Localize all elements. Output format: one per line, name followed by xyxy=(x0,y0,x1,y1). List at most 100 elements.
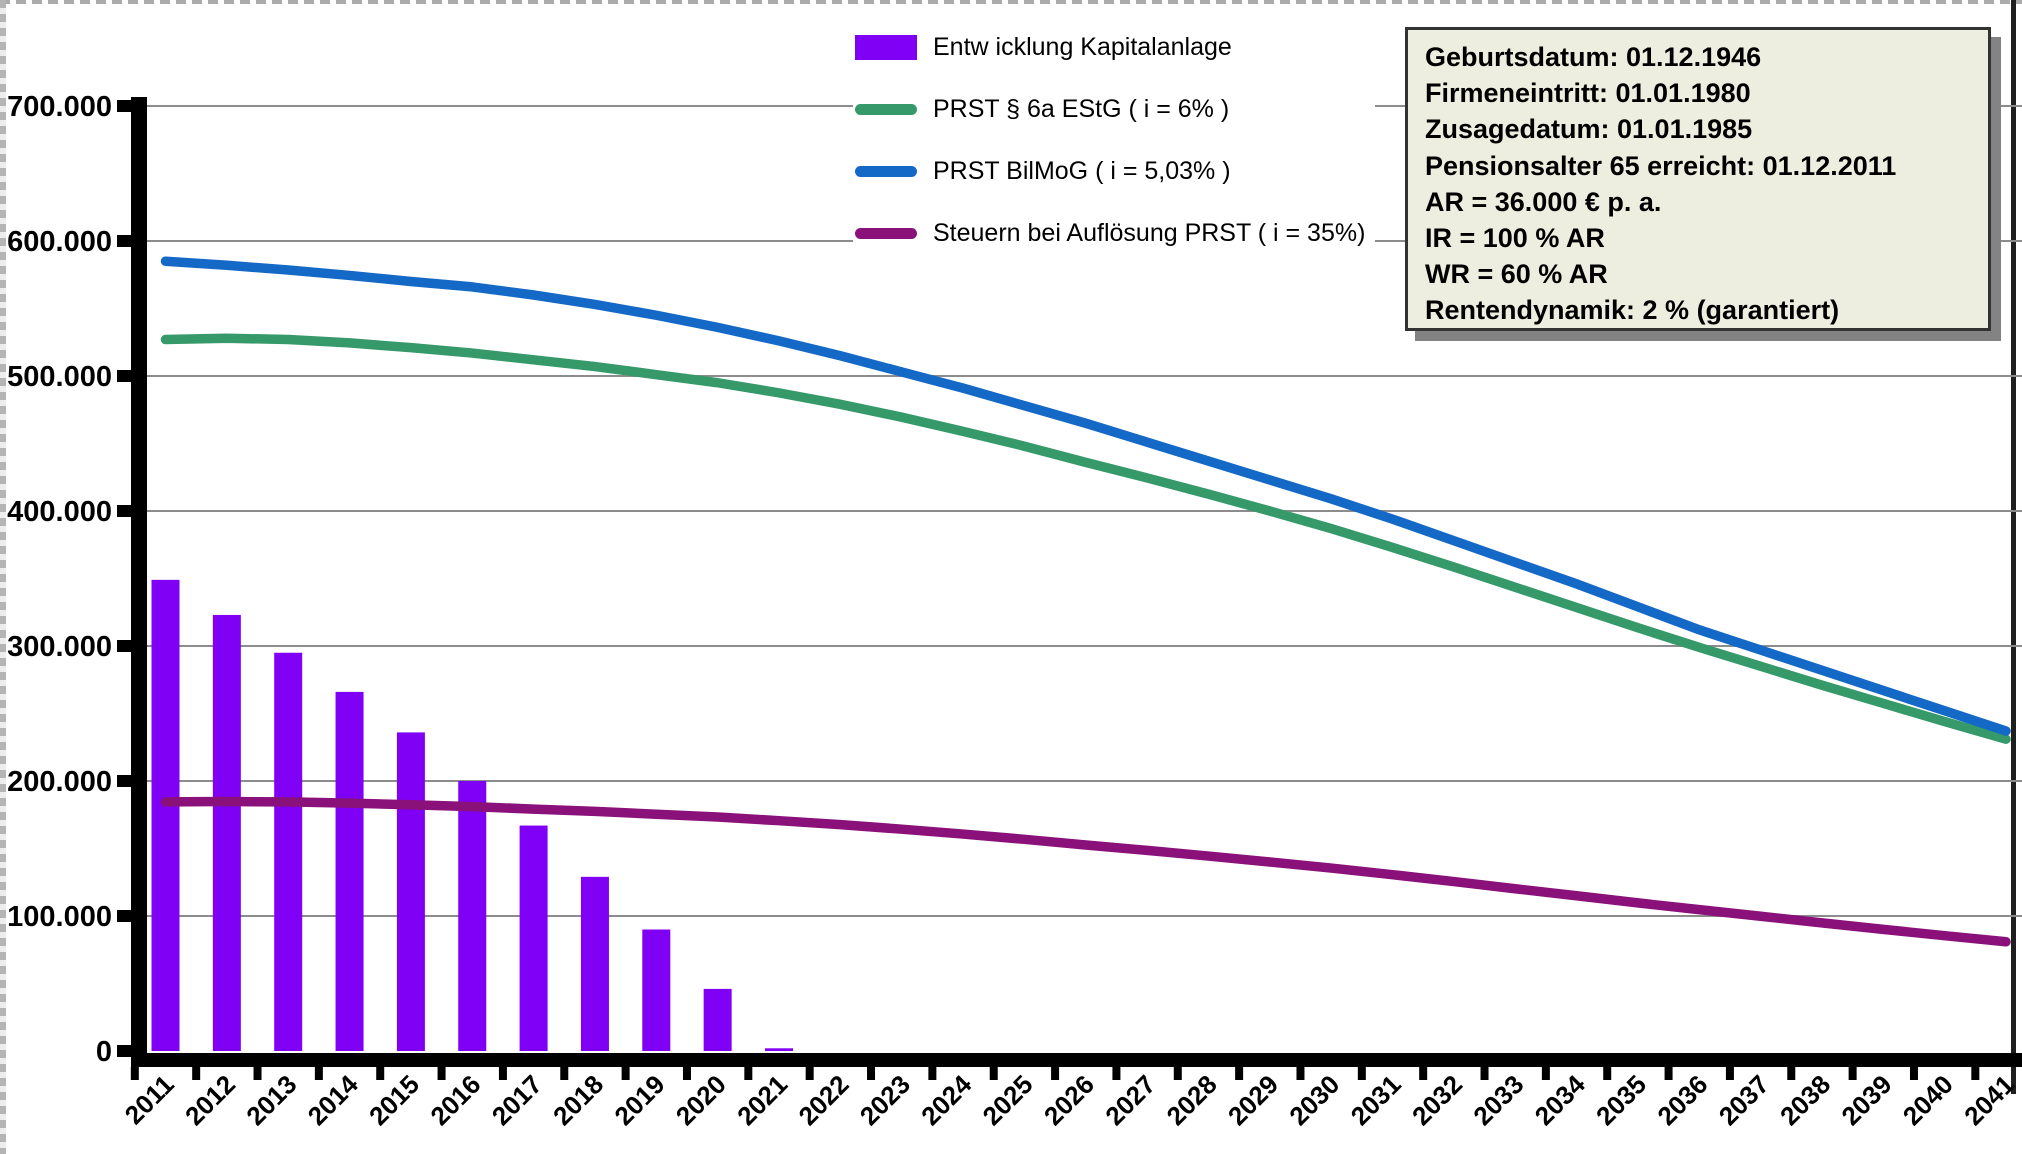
x-tick-1 xyxy=(192,1067,201,1080)
x-label-2023: 2023 xyxy=(854,1069,916,1131)
y-tick-label-500000: 500.000 xyxy=(7,361,112,393)
x-tick-12 xyxy=(867,1067,876,1080)
info-line-5: IR = 100 % AR xyxy=(1425,223,1605,254)
bar-2016 xyxy=(458,781,487,1051)
line-series-1 xyxy=(160,256,2011,736)
x-label-2034: 2034 xyxy=(1529,1069,1591,1131)
selection-border-left xyxy=(0,0,6,1154)
y-tick-600000 xyxy=(117,235,132,247)
info-line-7: Rentendynamik: 2 % (garantiert) xyxy=(1425,295,1840,326)
legend-bar-swatch-0 xyxy=(855,34,917,60)
y-tick-label-100000: 100.000 xyxy=(7,901,112,933)
x-tick-7 xyxy=(560,1067,569,1080)
legend-label-3: Steuern bei Auflösung PRST ( i = 35%) xyxy=(933,218,1366,247)
y-tick-label-200000: 200.000 xyxy=(7,766,112,798)
legend-item-0: Entw icklung Kapitalanlage xyxy=(855,33,1365,61)
x-tick-21 xyxy=(1419,1067,1428,1080)
y-tick-500000 xyxy=(117,370,132,382)
x-tick-23 xyxy=(1541,1067,1550,1080)
line-series-2 xyxy=(160,796,2011,947)
y-tick-label-700000: 700.000 xyxy=(7,91,112,123)
line-series-0 xyxy=(160,333,2011,744)
y-tick-label-300000: 300.000 xyxy=(7,631,112,663)
y-tick-label-400000: 400.000 xyxy=(7,496,112,528)
x-tick-6 xyxy=(498,1067,507,1080)
legend-item-2: PRST BilMoG ( i = 5,03% ) xyxy=(855,156,1365,185)
x-tick-2 xyxy=(253,1067,262,1080)
bar-2019 xyxy=(642,929,671,1051)
bar-2012 xyxy=(212,614,241,1051)
bar-2014 xyxy=(335,691,364,1051)
bar-2013 xyxy=(274,652,303,1051)
x-tick-24 xyxy=(1603,1067,1612,1080)
x-tick-26 xyxy=(1725,1067,1734,1080)
x-tick-4 xyxy=(376,1067,385,1080)
x-tick-0 xyxy=(130,1067,139,1080)
x-label-2013: 2013 xyxy=(240,1069,302,1131)
x-label-2012: 2012 xyxy=(179,1069,241,1131)
x-label-2017: 2017 xyxy=(486,1069,548,1131)
info-line-0: Geburtsdatum: 01.12.1946 xyxy=(1425,42,1762,72)
x-label-2033: 2033 xyxy=(1467,1069,1529,1131)
x-label-2038: 2038 xyxy=(1774,1069,1836,1131)
x-label-2031: 2031 xyxy=(1345,1069,1407,1131)
x-tick-14 xyxy=(989,1067,998,1080)
y-tick-700000 xyxy=(117,100,132,112)
legend-line-swatch-3 xyxy=(855,227,917,239)
x-label-2015: 2015 xyxy=(363,1069,425,1131)
x-label-2030: 2030 xyxy=(1283,1069,1345,1131)
legend-line-swatch-1 xyxy=(855,103,917,115)
legend-item-3: Steuern bei Auflösung PRST ( i = 35%) xyxy=(855,218,1366,247)
x-tick-29 xyxy=(1909,1067,1918,1080)
y-axis xyxy=(131,97,147,1067)
x-label-2016: 2016 xyxy=(424,1069,486,1131)
x-tick-16 xyxy=(1112,1067,1121,1080)
x-label-2019: 2019 xyxy=(608,1069,670,1131)
x-label-2035: 2035 xyxy=(1590,1069,1652,1131)
x-tick-28 xyxy=(1848,1067,1857,1080)
x-tick-22 xyxy=(1480,1067,1489,1080)
info-line-4: AR = 36.000 € p. a. xyxy=(1425,186,1662,217)
x-tick-18 xyxy=(1235,1067,1244,1080)
chart-legend: Entw icklung Kapitalanlage PRST § 6a EStG… xyxy=(853,22,1376,256)
x-label-2032: 2032 xyxy=(1406,1069,1468,1131)
x-label-2039: 2039 xyxy=(1835,1069,1897,1131)
bar-2018 xyxy=(580,876,609,1051)
x-label-2021: 2021 xyxy=(731,1069,793,1131)
window-right-edge xyxy=(2011,0,2016,1094)
x-label-2041: 2041 xyxy=(1958,1069,2020,1131)
selection-border-top xyxy=(0,0,2022,4)
x-tick-19 xyxy=(1296,1067,1305,1080)
x-tick-13 xyxy=(928,1067,937,1080)
bar-2020 xyxy=(703,988,732,1051)
x-tick-11 xyxy=(805,1067,814,1080)
x-tick-5 xyxy=(437,1067,446,1080)
x-label-2022: 2022 xyxy=(792,1069,854,1131)
x-label-2011: 2011 xyxy=(119,1069,180,1130)
x-tick-30 xyxy=(1971,1067,1980,1080)
legend-label-2: PRST BilMoG ( i = 5,03% ) xyxy=(933,156,1231,185)
info-line-2: Zusagedatum: 01.01.1985 xyxy=(1425,114,1753,145)
x-axis xyxy=(131,1053,2022,1067)
x-label-2027: 2027 xyxy=(1099,1069,1161,1131)
x-tick-17 xyxy=(1173,1067,1182,1080)
x-tick-15 xyxy=(1051,1067,1060,1080)
legend-line-swatch-2 xyxy=(855,165,917,177)
x-label-2025: 2025 xyxy=(977,1069,1039,1131)
x-label-2036: 2036 xyxy=(1651,1069,1713,1131)
x-label-2020: 2020 xyxy=(670,1069,732,1131)
x-tick-27 xyxy=(1787,1067,1796,1080)
x-label-2037: 2037 xyxy=(1713,1069,1775,1131)
x-label-2028: 2028 xyxy=(1161,1069,1223,1131)
x-tick-8 xyxy=(621,1067,630,1080)
x-tick-9 xyxy=(682,1067,691,1080)
x-label-2040: 2040 xyxy=(1897,1069,1959,1131)
legend-label-1: PRST § 6a EStG ( i = 6% ) xyxy=(933,94,1230,123)
info-line-1: Firmeneintritt: 01.01.1980 xyxy=(1425,78,1751,109)
y-tick-300000 xyxy=(117,640,132,652)
x-tick-25 xyxy=(1664,1067,1673,1080)
x-tick-3 xyxy=(314,1067,323,1080)
info-line-3: Pensionsalter 65 erreicht: 01.12.2011 xyxy=(1425,150,1897,181)
y-tick-label-600000: 600.000 xyxy=(7,226,112,258)
